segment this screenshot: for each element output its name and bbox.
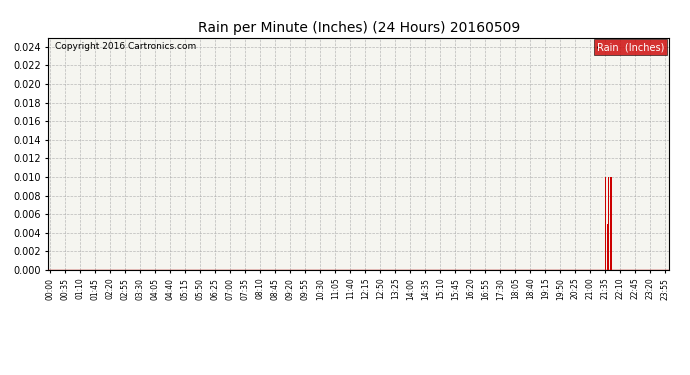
- Text: Copyright 2016 Cartronics.com: Copyright 2016 Cartronics.com: [55, 42, 196, 51]
- Legend: Rain  (Inches): Rain (Inches): [594, 39, 667, 55]
- Title: Rain per Minute (Inches) (24 Hours) 20160509: Rain per Minute (Inches) (24 Hours) 2016…: [197, 21, 520, 35]
